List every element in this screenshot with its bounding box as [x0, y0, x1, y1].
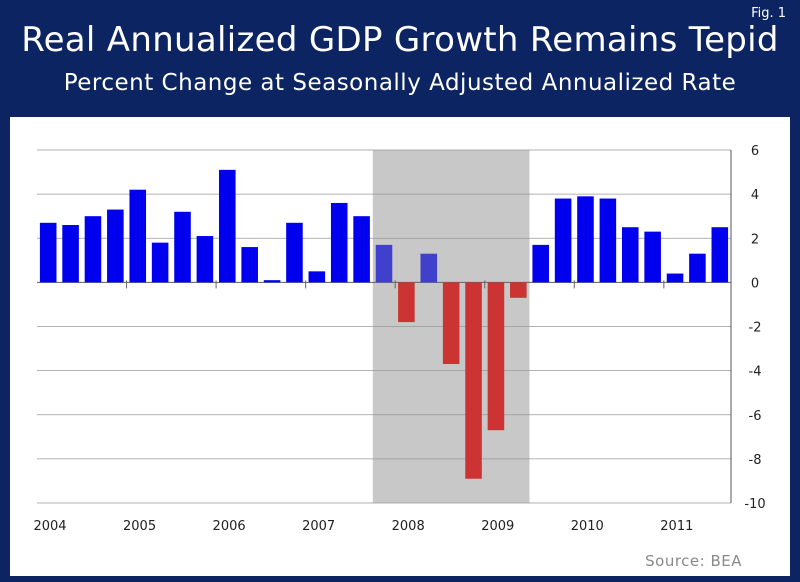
x-tick-label: 2011: [660, 519, 693, 534]
y-tick-label: -4: [749, 365, 762, 380]
bar-q12: [286, 222, 303, 283]
y-tick-label: -10: [744, 497, 765, 512]
bar-chart: 6 4 2 0 -2 -4 -6 -8 -10 2004 2005 2006 2007 2008 2009 2…: [33, 144, 765, 534]
bar-q29: [666, 273, 684, 283]
bar-q31: [711, 227, 729, 283]
chart-subtitle: Percent Change at Seasonally Adjusted An…: [63, 70, 737, 96]
y-tick-label: -2: [749, 321, 762, 336]
bar-q17: [398, 282, 415, 323]
bar-q19: [442, 282, 460, 365]
bar-q30: [689, 253, 706, 283]
x-tick-label: 2010: [571, 519, 604, 534]
bar-q8: [196, 236, 214, 283]
bar-q10: [241, 247, 258, 283]
chart-panel: 6 4 2 0 -2 -4 -6 -8 -10 2004 2005 2006 2007 2008 2009 2…: [10, 117, 790, 576]
bar-q2: [62, 225, 79, 283]
bar-q26: [599, 198, 617, 283]
bar-q18: [420, 253, 438, 283]
bar-q27: [621, 227, 639, 283]
bar-q13: [308, 271, 326, 283]
x-tick-label: 2008: [392, 519, 425, 534]
bar-q23: [532, 244, 549, 283]
y-tick-label: -6: [749, 409, 762, 424]
x-tick-label: 2009: [481, 519, 514, 534]
y-tick-label: 0: [751, 276, 759, 291]
y-tick-label: -8: [749, 453, 762, 468]
y-tick-label: 4: [751, 188, 759, 203]
y-tick-label: 6: [751, 144, 759, 159]
x-tick-label: 2004: [33, 519, 66, 534]
header: Fig. 1 Real Annualized GDP Growth Remain…: [0, 0, 800, 112]
bar-q20: [465, 282, 482, 479]
bar-q3: [84, 216, 102, 283]
chart-title: Real Annualized GDP Growth Remains Tepid: [21, 20, 779, 60]
bar-q21: [487, 282, 505, 431]
x-tick-label: 2006: [213, 519, 246, 534]
bar-q15: [353, 216, 370, 283]
source-note: Source: BEA: [645, 552, 742, 570]
bar-q9: [219, 169, 236, 283]
bar-q11: [263, 280, 281, 283]
bar-q7: [174, 211, 191, 283]
bar-q22: [510, 282, 527, 298]
y-tick-label: 2: [751, 232, 759, 247]
bar-q4: [107, 209, 124, 283]
bar-q24: [554, 198, 572, 283]
bar-q14: [330, 202, 348, 283]
bar-q28: [644, 231, 661, 283]
bar-q5: [129, 189, 147, 283]
x-tick-label: 2005: [123, 519, 156, 534]
bar-q25: [577, 196, 594, 283]
x-tick-label: 2007: [302, 519, 335, 534]
bar-q6: [151, 242, 169, 283]
figure-label: Fig. 1: [751, 6, 786, 21]
bar-q16: [375, 244, 393, 283]
bar-q1: [39, 222, 57, 283]
